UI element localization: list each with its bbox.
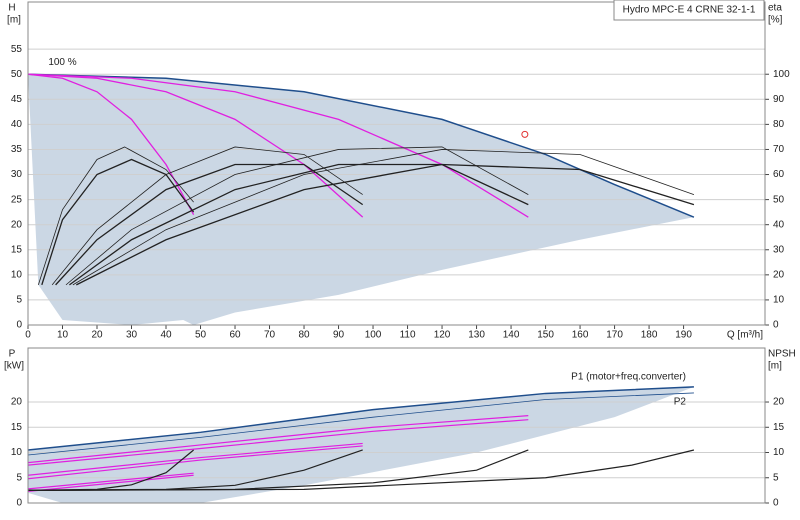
annotation: 100 % [48,57,76,68]
x-tick-label: 0 [25,330,31,341]
y2-tick-label: 100 [773,69,790,80]
y2-axis-unit: [%] [768,15,783,26]
y2-tick-label: 10 [773,447,785,458]
y2-tick-label: 10 [773,295,785,306]
x-axis-label: Q [m³/h] [727,330,763,341]
y2-tick-label: 90 [773,94,785,105]
x-tick-label: 60 [229,330,241,341]
y-tick-label: 20 [11,397,23,408]
y-tick-label: 5 [16,472,22,483]
plot-frame [27,1,766,326]
marker [521,130,529,138]
x-tick-label: 120 [434,330,451,341]
plot: 0 5 10 15 20 0 5 10 15 20 P1 (motor+freq.converter… [4,347,796,509]
curve [28,419,529,466]
y2-tick-label: 0 [773,498,779,509]
y-tick-label: 35 [11,144,23,155]
y2-axis-label: eta [768,3,782,14]
curve [28,415,529,464]
chart-title: Hydro MPC-E 4 CRNE 32-1-1 [623,5,756,16]
y2-tick-label: 0 [773,320,779,331]
curve [28,73,364,218]
series-label: P2 [674,397,687,408]
curve [69,163,529,286]
y-tick-label: 55 [11,44,23,55]
y-axis-label: P [9,349,16,360]
y-tick-label: 25 [11,194,23,205]
x-tick-label: 160 [572,330,589,341]
y2-tick-label: 70 [773,144,785,155]
x-tick-label: 90 [333,330,345,341]
curve [72,149,695,286]
y-tick-label: 10 [11,447,23,458]
y2-tick-label: 80 [773,119,785,130]
x-tick-label: 70 [264,330,276,341]
x-tick-label: 170 [606,330,623,341]
curve [28,386,694,451]
x-tick-label: 50 [195,330,207,341]
curve [55,163,364,286]
y-tick-label: 50 [11,69,23,80]
y2-tick-label: 20 [773,269,785,280]
y-tick-label: 15 [11,422,23,433]
y-axis-unit: [kW] [4,361,24,372]
curve [76,163,695,286]
plot: 0 5 10 15 20 25 30 35 40 45 50 55 0 10 20 30 40 50 60 70 80 9… [7,0,790,341]
curve [41,158,195,286]
curve [28,442,363,476]
y2-tick-label: 20 [773,397,785,408]
x-tick-label: 10 [57,330,69,341]
title-box [613,0,765,21]
x-tick-label: 140 [503,330,520,341]
x-tick-label: 150 [537,330,554,341]
series-label: P1 (motor+freq.converter) [571,372,686,383]
y2-tick-label: 30 [773,244,785,255]
y2-tick-label: 5 [773,472,779,483]
y-tick-label: 40 [11,119,23,130]
x-tick-label: 40 [160,330,172,341]
y-tick-label: 20 [11,219,23,230]
y2-tick-label: 40 [773,219,785,230]
curve [28,449,695,491]
y-tick-label: 30 [11,169,23,180]
curve [28,474,194,492]
curve [51,146,363,286]
curve [28,445,363,480]
curve [28,472,194,490]
y-tick-label: 5 [16,295,22,306]
curve [28,392,694,456]
curve [28,73,695,218]
curve [28,73,529,218]
y2-axis-label: NPSH [768,349,796,360]
x-tick-label: 80 [298,330,310,341]
y2-tick-label: 15 [773,422,785,433]
y-axis-unit: [m] [7,15,21,26]
y2-tick-label: 60 [773,169,785,180]
y2-tick-label: 50 [773,194,785,205]
y-tick-label: 45 [11,94,23,105]
x-tick-label: 190 [675,330,692,341]
curve [37,146,194,285]
y-tick-label: 0 [16,498,22,509]
x-tick-label: 20 [91,330,103,341]
curve [65,146,529,286]
y-tick-label: 15 [11,244,23,255]
y2-axis-unit: [m] [768,361,782,372]
x-tick-label: 130 [468,330,485,341]
y-axis-label: H [8,3,15,14]
y-tick-label: 10 [11,269,23,280]
x-tick-label: 110 [400,330,416,341]
y-tick-label: 0 [16,320,22,331]
x-tick-label: 100 [365,330,382,341]
x-tick-label: 180 [641,330,658,341]
x-tick-label: 30 [126,330,138,341]
plot-frame [27,347,766,504]
